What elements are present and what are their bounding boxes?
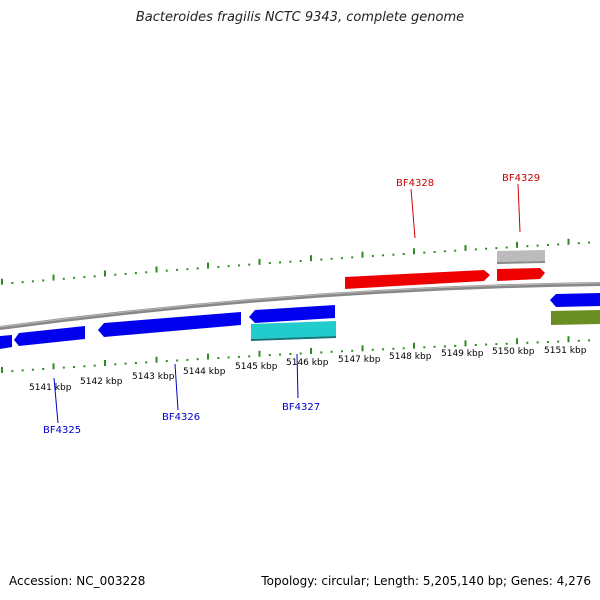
gene-bf4329-gray-feature[interactable] [497,250,545,262]
bf4325-leader [53,377,59,424]
upper-tick-ring [1,238,591,285]
gene-bf4327-feature[interactable] [249,305,335,323]
gene-bf4328-feature[interactable] [345,270,490,289]
bf4328-leader [410,188,416,239]
gene-bf4324-feature[interactable] [0,335,12,349]
scale-labels: 5141 kbp 5142 kbp 5143 kbp 5144 kbp 5145… [29,346,587,393]
genome-backbone-highlight [0,282,600,328]
gene-bf4330-feature[interactable] [550,293,600,307]
gene-label-bf4325[interactable]: BF4325 [43,425,81,436]
scale-label: 5144 kbp [183,367,226,377]
gene-bf4327-cyan-feature[interactable] [251,321,336,339]
scale-label: 5147 kbp [338,355,381,365]
gene-bf4327-cyan-shadow [250,336,337,341]
gene-bf4326-feature[interactable] [98,312,241,337]
gene-label-bf4327[interactable]: BF4327 [282,402,320,413]
lower-tick-ring [1,336,591,373]
scale-label: 5143 kbp [132,372,175,382]
bf4329-leader [517,183,521,233]
scale-label: 5142 kbp [80,377,123,387]
scale-label: 5151 kbp [544,346,587,356]
gene-bf4329-gray-shadow [496,261,546,264]
bf4326-leader [174,363,179,411]
scale-label: 5148 kbp [389,352,432,362]
scale-label: 5150 kbp [492,347,535,357]
gene-label-bf4328[interactable]: BF4328 [396,178,434,189]
scale-label: 5149 kbp [441,349,484,359]
scale-label: 5141 kbp [29,383,72,393]
gene-bf4325-feature[interactable] [14,326,85,346]
bf4327-leader [296,353,299,399]
genome-stats-label: Topology: circular; Length: 5,205,140 bp… [261,574,591,588]
genome-backbone [0,282,600,330]
gene-label-bf4326[interactable]: BF4326 [162,412,200,423]
gene-label-bf4329[interactable]: BF4329 [502,173,540,184]
gene-bf4329-feature[interactable] [497,268,545,281]
gene-bf4330-olive-feature[interactable] [551,310,600,325]
scale-label: 5146 kbp [286,358,329,368]
genome-title: Bacteroides fragilis NCTC 9343, complete… [135,10,465,25]
accession-label: Accession: NC_003228 [9,574,146,588]
scale-label: 5145 kbp [235,362,278,372]
